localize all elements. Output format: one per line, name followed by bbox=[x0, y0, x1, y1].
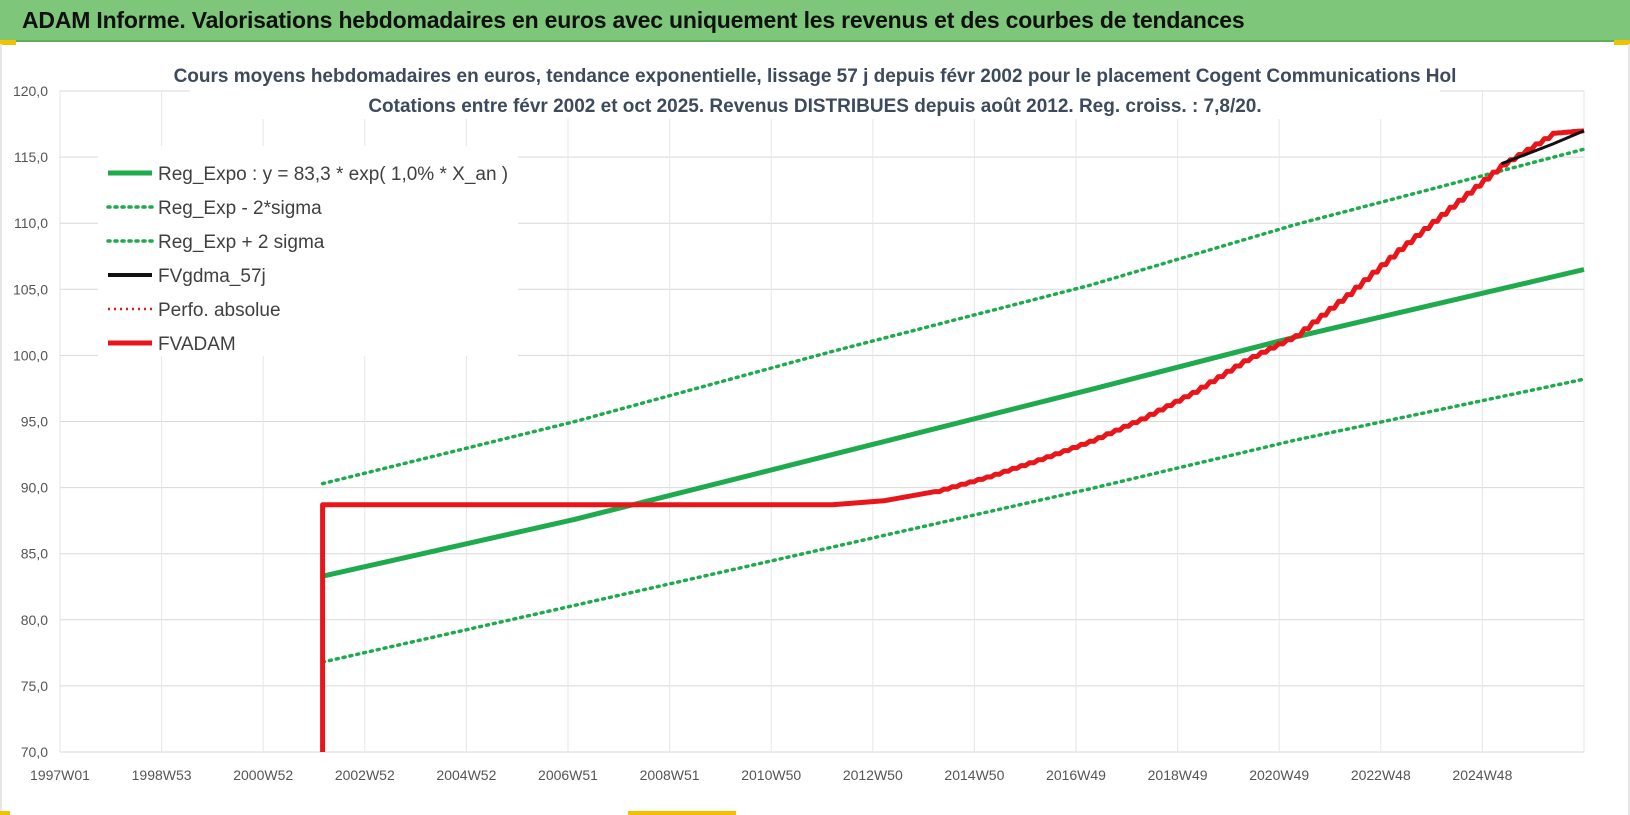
x-tick-label: 2024W48 bbox=[1452, 767, 1512, 783]
chart-title-line-2: Cotations entre févr 2002 et oct 2025. R… bbox=[368, 96, 1261, 117]
bottom-left-accent bbox=[0, 811, 10, 815]
series-reg-expo-line bbox=[322, 267, 1585, 579]
x-tick-label: 2016W49 bbox=[1046, 767, 1106, 783]
chart-legend: Reg_Expo : y = 83,3 * exp( 1,0% * X_an )… bbox=[98, 146, 518, 356]
chart-title-line-1: Cours moyens hebdomadaires en euros, ten… bbox=[174, 66, 1457, 87]
y-tick-label: 90,0 bbox=[21, 480, 48, 496]
x-tick-label: 2018W49 bbox=[1148, 767, 1208, 783]
legend-label-reg-exp-plus: Reg_Exp + 2 sigma bbox=[158, 232, 325, 253]
series-fvgdma-line bbox=[1501, 129, 1585, 166]
bottom-center-accent bbox=[628, 811, 736, 815]
x-tick-label: 2002W52 bbox=[335, 767, 395, 783]
y-tick-label: 70,0 bbox=[21, 744, 48, 760]
right-frame-line bbox=[1628, 44, 1630, 815]
y-tick-label: 120,0 bbox=[13, 83, 48, 99]
right-corner-accent bbox=[1614, 40, 1630, 45]
chart-series bbox=[320, 128, 1586, 752]
y-tick-label: 75,0 bbox=[21, 678, 48, 694]
chart-area: 120,0 115,0 110,0 105,0 100,0 95,0 90,0 85,0 80,… bbox=[13, 59, 1586, 783]
series-reg-exp-plus-line bbox=[320, 147, 1586, 486]
x-tick-label: 1997W01 bbox=[30, 767, 90, 783]
x-tick-label: 2010W50 bbox=[741, 767, 801, 783]
x-tick-label: 2012W50 bbox=[843, 767, 903, 783]
legend-label-reg-exp-minus: Reg_Exp - 2*sigma bbox=[158, 198, 322, 219]
series-reg-exp-minus-line bbox=[320, 377, 1586, 664]
legend-label-fvadam: FVADAM bbox=[158, 334, 236, 355]
left-frame-line bbox=[0, 44, 2, 815]
x-tick-label: 2022W48 bbox=[1351, 767, 1411, 783]
y-tick-label: 105,0 bbox=[13, 281, 48, 297]
y-tick-label: 85,0 bbox=[21, 546, 48, 562]
x-tick-label: 2020W49 bbox=[1249, 767, 1309, 783]
x-tick-label: 2008W51 bbox=[640, 767, 700, 783]
legend-label-perfo: Perfo. absolue bbox=[158, 300, 281, 321]
x-tick-label: 2004W52 bbox=[436, 767, 496, 783]
title-background bbox=[190, 59, 1440, 119]
legend-background bbox=[98, 146, 518, 356]
series-fvadam-line bbox=[320, 128, 1585, 752]
report-title: ADAM Informe. Valorisations hebdomadaire… bbox=[22, 7, 1245, 33]
x-tick-label: 2000W52 bbox=[233, 767, 293, 783]
y-tick-label: 95,0 bbox=[21, 414, 48, 430]
report-header: ADAM Informe. Valorisations hebdomadaire… bbox=[0, 0, 1630, 42]
x-axis-labels: 1997W01 1998W53 2000W52 2002W52 2004W52 2006W… bbox=[30, 767, 1513, 783]
y-axis-labels: 120,0 115,0 110,0 105,0 100,0 95,0 90,0 85,0 80,… bbox=[13, 83, 48, 760]
y-tick-label: 110,0 bbox=[14, 215, 48, 231]
y-tick-label: 100,0 bbox=[13, 347, 48, 363]
x-tick-label: 2014W50 bbox=[944, 767, 1004, 783]
x-tick-label: 1998W53 bbox=[132, 767, 192, 783]
y-tick-label: 115,0 bbox=[14, 149, 48, 165]
legend-label-reg-expo: Reg_Expo : y = 83,3 * exp( 1,0% * X_an ) bbox=[158, 164, 508, 185]
left-corner-accent bbox=[0, 40, 16, 45]
y-tick-label: 80,0 bbox=[21, 612, 48, 628]
x-tick-label: 2006W51 bbox=[538, 767, 598, 783]
legend-label-fvgdma: FVgdma_57j bbox=[158, 266, 266, 287]
